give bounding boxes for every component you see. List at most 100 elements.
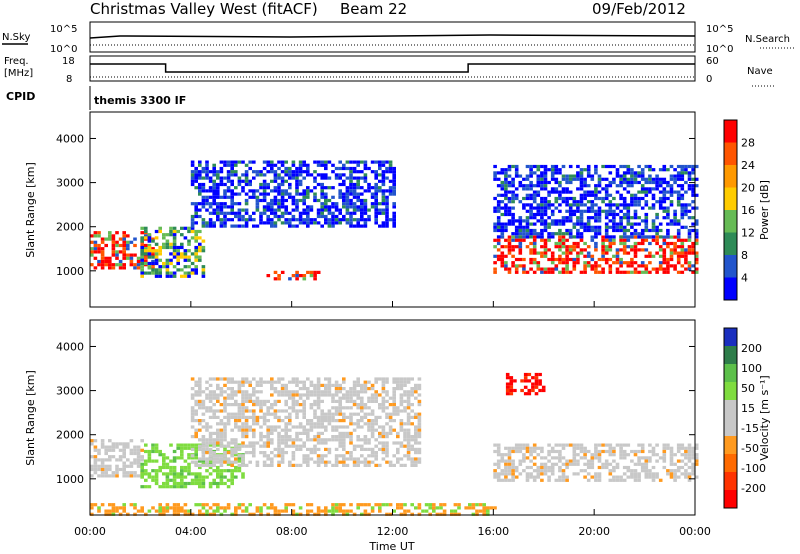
heatmap-cell-5 <box>648 164 652 169</box>
heatmap-cell-2 <box>370 383 375 387</box>
heatmap-cell-2 <box>399 396 404 400</box>
heatmap-cell-5 <box>529 171 533 175</box>
heatmap-cell-1 <box>216 465 220 470</box>
heatmap-cell-2 <box>338 425 342 429</box>
heatmap-cell-3 <box>291 176 296 180</box>
heatmap-cell-2 <box>259 403 263 407</box>
nsky-label: N.Sky <box>2 32 30 43</box>
heatmap-cell-4 <box>572 261 577 265</box>
heatmap-cell-5 <box>648 174 652 178</box>
heatmap-cell-1 <box>172 449 177 454</box>
heatmap-cell-3 <box>345 176 350 180</box>
heatmap-cell-2 <box>367 463 371 467</box>
heatmap-cell-2 <box>244 463 249 467</box>
heatmap-cell-3 <box>270 221 274 225</box>
heatmap-cell-2 <box>331 435 335 439</box>
heatmap-cell-2 <box>313 393 317 397</box>
heatmap-cell-2 <box>381 387 386 391</box>
heatmap-cell-5 <box>666 190 670 194</box>
heatmap-cell-5 <box>565 209 569 213</box>
heatmap-cell-3 <box>504 465 508 470</box>
heatmap-cell-2 <box>396 457 400 461</box>
heatmap-cell-3 <box>392 221 396 225</box>
heatmap-cell-2 <box>223 396 227 400</box>
heatmap-cell-5 <box>547 225 551 229</box>
heatmap-cell-5 <box>579 216 584 220</box>
heatmap-cell-3 <box>284 211 288 215</box>
heatmap-cell-1 <box>162 453 166 457</box>
heatmap-cell-2 <box>417 431 422 435</box>
heatmap-cell-5 <box>673 222 677 226</box>
heatmap-cell-3 <box>194 202 198 206</box>
heatmap-cell-3 <box>306 195 310 199</box>
heatmap-cell-3 <box>608 478 613 482</box>
heatmap-cell-3 <box>284 205 288 209</box>
heatmap-cell-5 <box>633 228 638 233</box>
heatmap-cell-5 <box>493 206 497 210</box>
heatmap-cell-3 <box>500 472 505 476</box>
heatmap-cell-2 <box>255 403 260 407</box>
heatmap-cell-3 <box>637 475 641 479</box>
heatmap-cell-1 <box>223 446 227 450</box>
heatmap-cell-2 <box>190 393 195 397</box>
heatmap-cell-2 <box>338 454 342 458</box>
heatmap-cell-2 <box>280 435 285 439</box>
power-colorbar-tick-label-5: 24 <box>741 159 755 172</box>
heatmap-cell-1 <box>176 249 180 253</box>
heatmap-cell-4 <box>507 267 512 271</box>
heatmap-cell-4 <box>684 238 688 242</box>
heatmap-cell-2 <box>360 403 364 407</box>
heatmap-cell-5 <box>597 232 602 236</box>
heatmap-cell-3 <box>500 478 505 482</box>
heatmap-cell-5 <box>540 212 544 217</box>
heatmap-cell-5 <box>608 206 613 210</box>
heatmap-cell-0 <box>126 234 130 238</box>
heatmap-cell-2 <box>277 393 281 397</box>
heatmap-cell-2 <box>280 390 285 394</box>
heatmap-cell-5 <box>694 184 699 188</box>
heatmap-cell-0 <box>126 243 130 248</box>
heatmap-cell-2 <box>374 451 378 455</box>
heatmap-cell-3 <box>331 195 335 199</box>
heatmap-cell-1 <box>169 258 173 262</box>
heatmap-cell-2 <box>338 403 342 407</box>
heatmap-cell-4 <box>561 245 566 249</box>
heatmap-cell-3 <box>324 160 328 164</box>
heatmap-cell-5 <box>644 216 649 220</box>
heatmap-cell-1 <box>183 481 188 486</box>
heatmap-cell-1 <box>183 258 188 262</box>
heatmap-cell-5 <box>608 225 613 229</box>
heatmap-cell-5 <box>669 190 674 194</box>
heatmap-cell-3 <box>687 443 692 447</box>
heatmap-cell-3 <box>237 208 242 212</box>
heatmap-cell-3 <box>352 186 357 190</box>
heatmap-cell-2 <box>403 390 407 394</box>
heatmap-cell-1 <box>147 459 152 463</box>
heatmap-cell-4 <box>694 251 699 255</box>
heatmap-cell-5 <box>356 503 360 507</box>
heatmap-cell-2 <box>313 422 317 426</box>
heatmap-cell-5 <box>615 228 620 233</box>
heatmap-cell-5 <box>525 174 530 178</box>
heatmap-cell-5 <box>518 228 523 233</box>
heatmap-cell-3 <box>586 472 591 476</box>
heatmap-cell-4 <box>651 254 656 258</box>
heatmap-cell-5 <box>684 203 688 207</box>
heatmap-cell-2 <box>396 377 400 381</box>
heatmap-cell-5 <box>666 209 670 213</box>
heatmap-cell-5 <box>594 216 598 220</box>
heatmap-cell-2 <box>223 377 227 381</box>
heatmap-cell-5 <box>518 174 523 178</box>
heatmap-cell-5 <box>619 164 623 169</box>
heatmap-cell-3 <box>223 192 227 196</box>
heatmap-cell-4 <box>496 241 501 246</box>
heatmap-cell-0 <box>93 448 98 452</box>
heatmap-cell-1 <box>201 475 206 479</box>
heatmap-cell-5 <box>514 174 519 178</box>
heatmap-cell-2 <box>342 431 346 435</box>
heatmap-cell-5 <box>691 164 695 169</box>
heatmap-cell-2 <box>417 403 422 407</box>
heatmap-cell-3 <box>320 163 324 167</box>
heatmap-cell-3 <box>565 478 569 482</box>
heatmap-cell-3 <box>561 456 566 460</box>
